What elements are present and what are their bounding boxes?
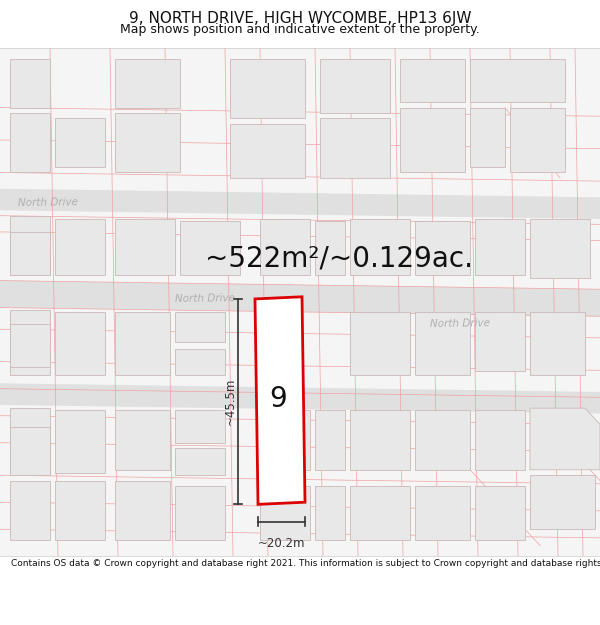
Bar <box>115 113 180 173</box>
Bar <box>180 221 240 275</box>
Bar <box>350 486 410 540</box>
Polygon shape <box>0 281 600 316</box>
Bar <box>10 324 50 367</box>
Bar <box>55 410 105 473</box>
Bar <box>510 107 565 172</box>
Bar <box>230 124 305 178</box>
Bar <box>55 219 105 275</box>
Bar <box>350 219 410 275</box>
Bar <box>175 486 225 540</box>
Bar <box>475 312 525 371</box>
Bar <box>260 219 310 275</box>
Bar <box>55 312 105 374</box>
Bar <box>530 312 585 374</box>
Bar <box>260 486 310 540</box>
Polygon shape <box>255 297 305 504</box>
Bar <box>470 59 565 102</box>
Text: North Drive: North Drive <box>175 294 235 304</box>
Bar <box>350 410 410 470</box>
Bar <box>115 312 170 374</box>
Bar <box>315 486 345 540</box>
Bar <box>10 481 50 540</box>
Bar <box>55 118 105 167</box>
Polygon shape <box>530 408 600 470</box>
Bar <box>400 107 465 172</box>
Bar <box>115 410 170 470</box>
Bar <box>115 59 180 108</box>
Bar <box>10 232 50 275</box>
Bar <box>400 59 465 102</box>
Bar <box>470 107 505 167</box>
Bar <box>475 410 525 470</box>
Bar <box>175 410 225 442</box>
Bar <box>315 410 345 470</box>
Bar <box>10 426 50 475</box>
Text: North Drive: North Drive <box>18 198 78 208</box>
Polygon shape <box>0 383 600 414</box>
Bar <box>415 312 470 374</box>
Bar <box>175 448 225 475</box>
Text: 9, NORTH DRIVE, HIGH WYCOMBE, HP13 6JW: 9, NORTH DRIVE, HIGH WYCOMBE, HP13 6JW <box>129 11 471 26</box>
Bar <box>175 312 225 342</box>
Bar <box>530 475 595 529</box>
Bar <box>230 59 305 118</box>
Bar <box>530 219 590 278</box>
Text: ~45.5m: ~45.5m <box>223 378 236 426</box>
Bar <box>10 113 50 173</box>
Bar <box>475 486 525 540</box>
Bar <box>315 221 345 275</box>
Bar <box>475 219 525 275</box>
Bar <box>55 481 105 540</box>
Text: 9: 9 <box>269 386 287 414</box>
Bar <box>10 408 50 473</box>
Bar <box>115 481 170 540</box>
Bar <box>415 410 470 470</box>
Bar <box>320 118 390 178</box>
Text: ~522m²/~0.129ac.: ~522m²/~0.129ac. <box>205 245 473 273</box>
Bar <box>415 221 470 275</box>
Text: ~20.2m: ~20.2m <box>258 537 305 550</box>
Text: North Drive: North Drive <box>430 318 490 329</box>
Bar <box>260 410 310 470</box>
Text: Map shows position and indicative extent of the property.: Map shows position and indicative extent… <box>120 23 480 36</box>
Bar <box>10 310 50 374</box>
Polygon shape <box>0 189 600 219</box>
Bar <box>115 219 175 275</box>
Bar <box>350 312 410 374</box>
Bar <box>10 59 50 108</box>
Bar <box>415 486 470 540</box>
Text: Contains OS data © Crown copyright and database right 2021. This information is : Contains OS data © Crown copyright and d… <box>11 559 600 568</box>
Bar <box>175 349 225 374</box>
Bar <box>320 59 390 113</box>
Bar <box>10 216 50 275</box>
